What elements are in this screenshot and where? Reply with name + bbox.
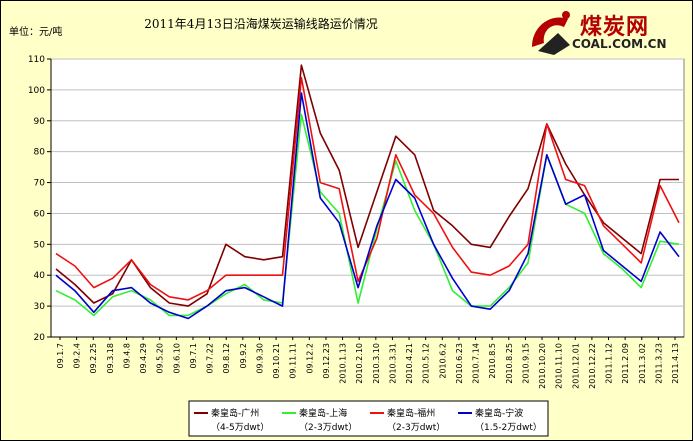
y-tick-label: 30 [34, 302, 46, 312]
logo-brand-text: 煤炭网 [580, 15, 650, 40]
x-tick-label: 09.8.12 [222, 343, 231, 374]
series-line-4 [55, 92, 680, 320]
x-tick-label: 2010.7.14 [472, 343, 481, 384]
x-tick-label: 2010.6.2 [438, 343, 447, 379]
x-tick-label: 2010.5.12 [422, 343, 431, 384]
series-line-3 [55, 76, 680, 301]
plot-area [50, 58, 685, 338]
legend-sub-1: （4-5万dwt） [211, 422, 269, 433]
legend-sub-2: （2-3万dwt） [299, 422, 357, 433]
coal-logo: 煤炭网 COAL.COM.CN [524, 7, 686, 61]
x-tick-label: 09.4.8 [122, 343, 131, 368]
x-tick-label: 2011.1.12 [605, 343, 614, 384]
x-tick-label: 2010.1.13 [339, 343, 348, 384]
x-tick-label: 2010.8.25 [505, 343, 514, 384]
x-tick-label: 2010.10.20 [538, 343, 547, 389]
x-tick-label: 2010.3.10 [372, 343, 381, 384]
legend-label-2: 秦皇岛-上海 [299, 407, 347, 419]
y-tick-label: 60 [34, 209, 46, 219]
logo-emblem-icon [532, 11, 570, 55]
legend-label-4: 秦皇岛-宁波 [475, 407, 523, 419]
legend-sub-3: （2-3万dwt） [387, 422, 445, 433]
x-tick-label: 09.2.4 [73, 343, 82, 368]
x-tick-label: 09.9.30 [255, 343, 264, 374]
legend-box [188, 400, 549, 437]
y-tick-label: 20 [34, 333, 46, 343]
legend-label-3: 秦皇岛-福州 [387, 407, 435, 419]
x-tick-label: 09.11.11 [289, 343, 298, 379]
x-tick-label: 2010.4.21 [405, 343, 414, 384]
y-tick-label: 100 [28, 86, 45, 96]
legend-sub-4: （1.5-2万dwt） [475, 422, 542, 433]
x-tick-label: 09.12.23 [322, 343, 331, 379]
chart-title: 2011年4月13日沿海煤炭运输线路运价情况 [144, 17, 378, 31]
x-tick-label: 09.7.22 [206, 343, 215, 374]
y-tick-label: 70 [34, 179, 46, 189]
x-tick-label: 09.12.2 [305, 343, 314, 374]
logo-site-text: COAL.COM.CN [572, 37, 667, 51]
unit-label: 单位：元/吨 [9, 27, 63, 38]
x-tick-label: 2010.11.10 [555, 343, 564, 389]
x-tick-label: 09.10.21 [272, 343, 281, 379]
x-tick-label: 2010.6.23 [455, 343, 464, 384]
x-tick-label: 2010.9.15 [521, 343, 530, 384]
x-tick-label: 09.4.29 [139, 343, 148, 374]
x-tick-label: 2010.2.10 [355, 343, 364, 384]
x-tick-label: 2011.2.09 [621, 343, 630, 384]
y-tick-label: 110 [28, 55, 45, 65]
x-tick-label: 09.6.10 [172, 343, 181, 374]
x-tick-label: 2011.3.23 [654, 343, 663, 384]
x-tick-label: 2010.3.31 [388, 343, 397, 384]
x-tick-label: 2010.12.22 [588, 343, 597, 389]
x-tick-label: 2011.3.02 [638, 343, 647, 384]
x-tick-label: 09.3.18 [106, 343, 115, 374]
x-tick-label: 2010.8.5 [488, 343, 497, 379]
x-tick-label: 09.1.7 [56, 343, 65, 368]
x-tick-label: 2010.12.01 [571, 343, 580, 389]
y-tick-label: 40 [34, 271, 46, 281]
y-tick-label: 50 [34, 240, 46, 250]
x-tick-label: 09.2.25 [89, 343, 98, 374]
y-tick-label: 90 [34, 117, 46, 127]
series-line-1 [55, 64, 679, 307]
y-tick-label: 80 [34, 148, 46, 158]
x-tick-label: 2011.4.13 [671, 343, 680, 384]
x-tick-label: 09.7.1 [189, 343, 198, 368]
legend-label-1: 秦皇岛-广州 [211, 407, 259, 419]
x-tick-label: 09.9.2 [239, 343, 248, 368]
x-tick-label: 09.5.20 [156, 343, 165, 374]
